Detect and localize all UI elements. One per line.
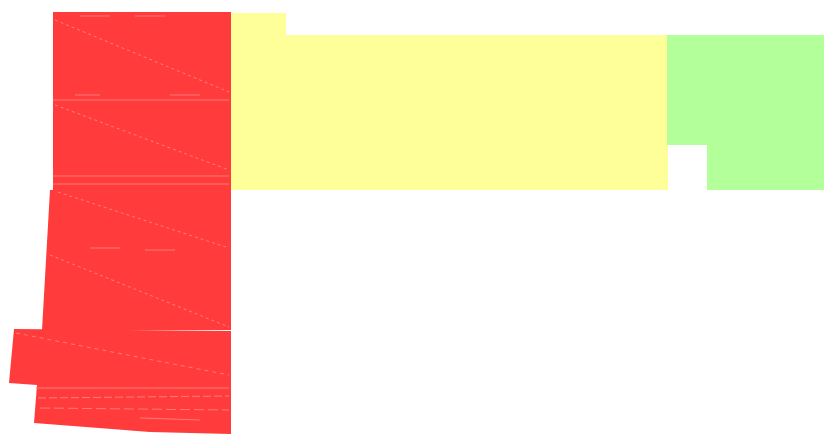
red-region-lower bbox=[9, 329, 231, 434]
red-streak bbox=[37, 395, 230, 399]
red-streaks bbox=[15, 15, 230, 421]
red-streak bbox=[54, 104, 230, 171]
yellow-region bbox=[231, 13, 668, 190]
red-region-upper bbox=[42, 12, 231, 330]
red-streak bbox=[139, 417, 201, 421]
green-region bbox=[667, 35, 824, 190]
red-streak bbox=[39, 407, 230, 411]
red-streak bbox=[49, 254, 230, 328]
red-streak bbox=[54, 19, 230, 93]
